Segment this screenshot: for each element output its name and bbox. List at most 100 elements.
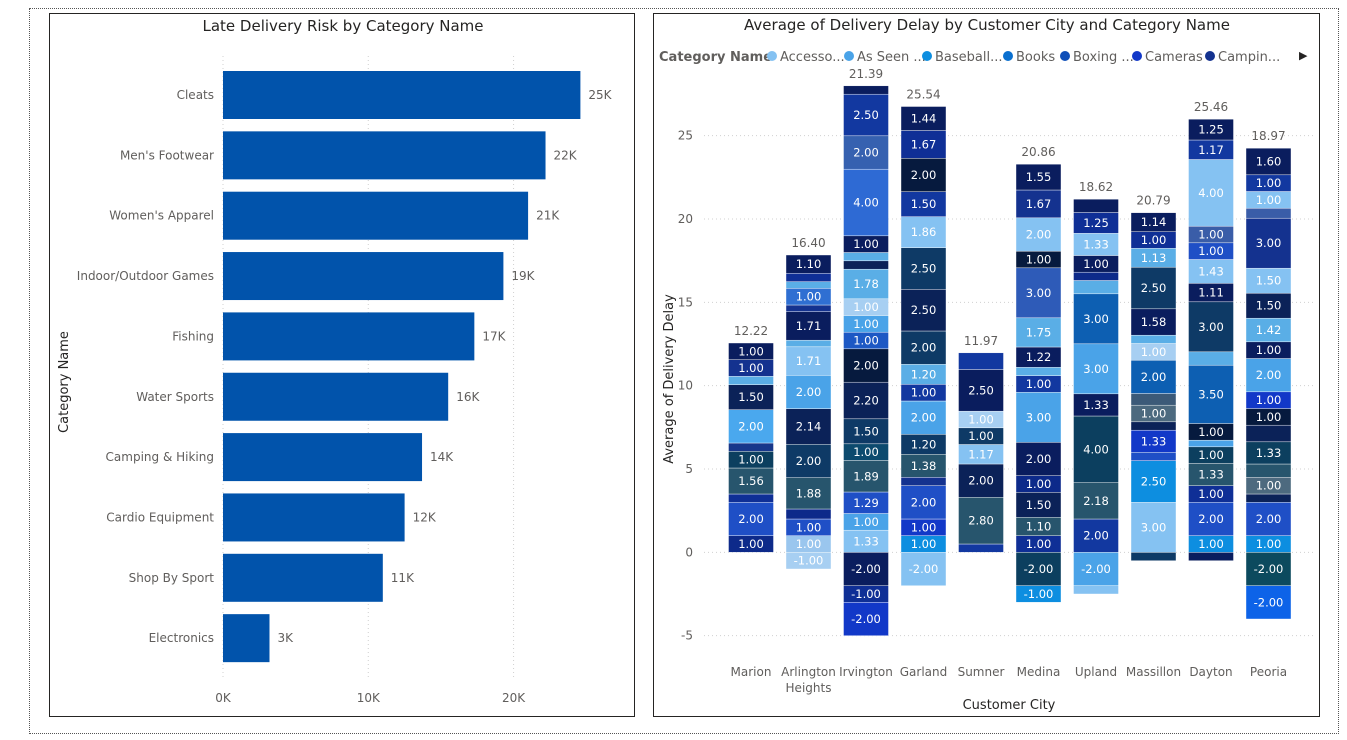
stack-segment[interactable] (728, 376, 774, 385)
stack-segment[interactable] (958, 543, 1004, 553)
stack-segment[interactable] (1015, 217, 1062, 252)
stack-segment[interactable] (1188, 159, 1234, 227)
stack-segment[interactable] (1130, 460, 1177, 503)
stack-segment[interactable] (785, 339, 832, 348)
stack-segment[interactable] (785, 311, 832, 341)
stack-segment[interactable] (1188, 301, 1234, 353)
stack-segment[interactable] (843, 460, 889, 493)
stack-segment[interactable] (900, 158, 947, 192)
stack-segment[interactable] (785, 408, 832, 445)
stack-segment[interactable] (1245, 502, 1292, 536)
stack-segment[interactable] (1188, 502, 1234, 536)
stack-segment[interactable] (900, 106, 947, 131)
stack-segment[interactable] (785, 273, 832, 282)
legend-item[interactable]: Cameras (1145, 50, 1203, 65)
stack-segment[interactable] (843, 418, 889, 445)
stack-segment[interactable] (1130, 359, 1177, 394)
stack-segment[interactable] (785, 477, 832, 510)
stack-segment[interactable] (843, 602, 889, 636)
bar[interactable] (223, 553, 383, 602)
stack-segment[interactable] (843, 85, 889, 95)
stack-segment[interactable] (728, 442, 774, 452)
stack-segment[interactable] (1073, 482, 1119, 520)
legend-next-arrow[interactable]: ▶ (1299, 49, 1308, 62)
bar[interactable] (223, 372, 449, 421)
stack-segment[interactable] (1245, 267, 1292, 294)
stack-segment[interactable] (785, 375, 832, 409)
stack-segment[interactable] (900, 400, 947, 435)
stack-segment[interactable] (785, 254, 832, 274)
stack-segment[interactable] (958, 369, 1004, 412)
stack-segment[interactable] (958, 497, 1004, 545)
stack-segment[interactable] (900, 477, 947, 486)
bar[interactable] (223, 614, 270, 663)
stack-segment[interactable] (785, 281, 832, 289)
stack-segment[interactable] (843, 348, 889, 383)
stack-segment[interactable] (843, 552, 889, 586)
stack-segment[interactable] (900, 330, 947, 365)
stack-segment[interactable] (1245, 424, 1292, 443)
stack-segment[interactable] (900, 216, 947, 248)
stack-segment[interactable] (1073, 280, 1119, 295)
bar[interactable] (223, 71, 581, 119)
stack-segment[interactable] (1245, 585, 1292, 620)
bar[interactable] (223, 493, 405, 542)
stack-segment[interactable] (1130, 552, 1177, 561)
stack-segment[interactable] (728, 502, 774, 536)
legend-item[interactable]: Accesso... (780, 50, 845, 65)
stack-segment[interactable] (1245, 552, 1292, 586)
bar[interactable] (223, 252, 504, 301)
stack-segment[interactable] (785, 444, 832, 478)
stack-segment[interactable] (1130, 334, 1177, 344)
stack-segment[interactable] (1130, 421, 1177, 431)
stack-segment[interactable] (1130, 452, 1177, 461)
stack-segment[interactable] (1245, 493, 1292, 503)
stack-segment[interactable] (900, 191, 947, 217)
stack-segment[interactable] (843, 168, 889, 237)
stack-segment[interactable] (728, 467, 774, 495)
stack-segment[interactable] (843, 260, 889, 270)
stack-segment[interactable] (900, 130, 947, 159)
stack-segment[interactable] (843, 135, 889, 170)
stack-segment[interactable] (1073, 585, 1119, 595)
stack-segment[interactable] (1245, 217, 1292, 269)
stack-segment[interactable] (1130, 308, 1177, 336)
stack-segment[interactable] (1245, 292, 1292, 319)
bar[interactable] (223, 312, 475, 361)
stack-segment[interactable] (1073, 415, 1119, 483)
legend-item[interactable]: Boxing ... (1073, 50, 1134, 65)
stack-segment[interactable] (728, 493, 774, 503)
stack-segment[interactable] (900, 485, 947, 520)
stack-segment[interactable] (1015, 552, 1062, 586)
stack-segment[interactable] (1245, 463, 1292, 478)
stack-segment[interactable] (900, 247, 947, 290)
stack-segment[interactable] (958, 352, 1004, 370)
stack-segment[interactable] (900, 552, 947, 586)
stack-segment[interactable] (1130, 212, 1177, 232)
stack-segment[interactable] (1015, 267, 1062, 319)
stack-segment[interactable] (1130, 502, 1177, 553)
stack-segment[interactable] (1130, 393, 1177, 406)
legend-item[interactable]: Baseball... (935, 50, 1003, 65)
stack-segment[interactable] (1188, 351, 1234, 366)
bar[interactable] (223, 191, 529, 240)
legend-item[interactable]: Books (1016, 50, 1055, 65)
stack-segment[interactable] (1015, 367, 1062, 376)
stack-segment[interactable] (1073, 552, 1119, 586)
stack-segment[interactable] (843, 268, 889, 300)
stack-segment[interactable] (1188, 552, 1234, 561)
stack-segment[interactable] (785, 346, 832, 376)
stack-segment[interactable] (1015, 442, 1062, 476)
stack-segment[interactable] (1015, 585, 1062, 603)
stack-segment[interactable] (1073, 198, 1119, 213)
stack-segment[interactable] (785, 508, 832, 520)
stack-segment[interactable] (1015, 492, 1062, 518)
bar[interactable] (223, 433, 423, 482)
stack-segment[interactable] (1073, 293, 1119, 345)
stack-segment[interactable] (1073, 271, 1119, 281)
stack-segment[interactable] (728, 342, 774, 360)
stack-segment[interactable] (1188, 118, 1234, 141)
stack-segment[interactable] (1015, 189, 1062, 219)
stack-segment[interactable] (1130, 266, 1177, 310)
legend-item[interactable]: Campin... (1218, 50, 1280, 65)
